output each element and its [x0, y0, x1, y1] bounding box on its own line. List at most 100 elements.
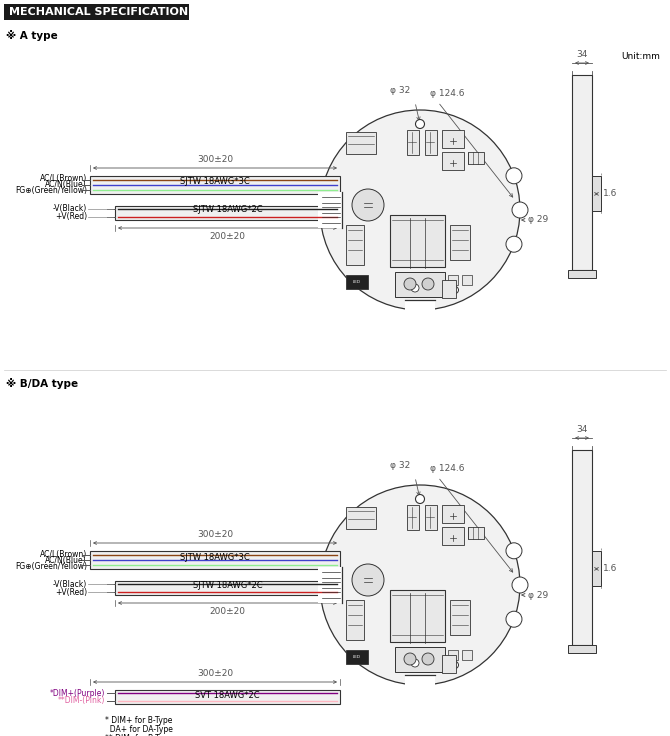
Text: AC/L(Brown): AC/L(Brown) [40, 550, 87, 559]
Bar [442, 527, 464, 545]
Text: φ 32: φ 32 [390, 86, 410, 95]
Bar [90, 551, 340, 569]
Circle shape [506, 542, 522, 559]
Bar [442, 152, 464, 170]
Bar [592, 177, 601, 211]
Bar [450, 600, 470, 635]
Text: LED: LED [353, 280, 361, 284]
Bar [442, 505, 464, 523]
Text: 1.6: 1.6 [603, 565, 617, 573]
Bar [448, 275, 458, 285]
Bar [572, 450, 592, 645]
Text: *DIM+(Purple): *DIM+(Purple) [50, 688, 105, 698]
Bar [468, 152, 484, 164]
Bar [346, 225, 364, 265]
Bar [318, 567, 342, 603]
Text: DA+ for DA-Type: DA+ for DA-Type [105, 725, 173, 734]
Bar [115, 206, 340, 220]
Bar [405, 675, 435, 695]
Bar [462, 275, 472, 285]
Bar [395, 272, 445, 297]
Bar [425, 130, 437, 155]
Circle shape [411, 284, 419, 292]
Circle shape [422, 278, 434, 290]
Bar [407, 505, 419, 530]
Bar [592, 551, 601, 587]
Text: 300±20: 300±20 [197, 155, 233, 164]
Text: AC/L(Brown): AC/L(Brown) [40, 174, 87, 183]
Text: LED: LED [353, 655, 361, 659]
Text: SJTW 18AWG*3C: SJTW 18AWG*3C [180, 553, 250, 562]
Bar [568, 270, 596, 278]
Circle shape [452, 286, 458, 294]
Text: φ 29: φ 29 [528, 216, 548, 224]
Text: 200±20: 200±20 [210, 232, 245, 241]
Bar [115, 690, 340, 704]
Bar [395, 647, 445, 672]
Bar [448, 650, 458, 660]
Text: φ 29: φ 29 [528, 590, 548, 600]
Text: SVT 18AWG*2C: SVT 18AWG*2C [195, 690, 260, 699]
Circle shape [320, 485, 520, 685]
Text: φ 32: φ 32 [390, 461, 410, 470]
Bar [468, 527, 484, 539]
Circle shape [352, 189, 384, 221]
Circle shape [404, 278, 416, 290]
Text: FG⊕(Green/Yellow): FG⊕(Green/Yellow) [15, 562, 87, 570]
Text: AC/N(Blue): AC/N(Blue) [46, 556, 87, 565]
Bar [346, 507, 376, 529]
Text: φ 124.6: φ 124.6 [430, 89, 464, 98]
Bar [90, 176, 340, 194]
Bar [407, 130, 419, 155]
Text: MECHANICAL SPECIFICATION: MECHANICAL SPECIFICATION [9, 7, 188, 17]
Text: -V(Black): -V(Black) [53, 205, 87, 213]
Circle shape [415, 119, 425, 129]
Bar [346, 650, 368, 664]
Text: 34: 34 [576, 425, 588, 434]
Bar [346, 275, 368, 289]
Bar [425, 505, 437, 530]
Text: **DIM-(Pink): **DIM-(Pink) [58, 696, 105, 706]
Circle shape [352, 564, 384, 596]
Circle shape [452, 662, 458, 668]
Text: FG⊕(Green/Yellow): FG⊕(Green/Yellow) [15, 186, 87, 196]
Text: ※ B/DA type: ※ B/DA type [6, 378, 78, 389]
Bar [390, 215, 445, 267]
Bar [572, 75, 592, 270]
Bar [462, 650, 472, 660]
Bar [568, 645, 596, 653]
Circle shape [506, 236, 522, 252]
Circle shape [512, 577, 528, 593]
Text: -V(Black): -V(Black) [53, 579, 87, 589]
Text: ※ A type: ※ A type [6, 30, 58, 41]
Bar [442, 655, 456, 673]
Text: 34: 34 [576, 50, 588, 59]
Bar [318, 192, 342, 228]
Circle shape [404, 653, 416, 665]
Text: SJTW 18AWG*2C: SJTW 18AWG*2C [193, 205, 263, 214]
Bar [390, 590, 445, 642]
Text: SJTW 18AWG*3C: SJTW 18AWG*3C [180, 177, 250, 186]
Bar [346, 600, 364, 640]
Text: * DIM+ for B-Type: * DIM+ for B-Type [105, 716, 172, 725]
Bar [442, 280, 456, 298]
Circle shape [415, 495, 425, 503]
Bar [346, 132, 376, 154]
Circle shape [506, 611, 522, 627]
Circle shape [506, 168, 522, 184]
Text: 200±20: 200±20 [210, 607, 245, 616]
Text: +V(Red): +V(Red) [55, 587, 87, 596]
Bar [450, 225, 470, 260]
Bar [115, 581, 340, 595]
Text: Unit:mm: Unit:mm [621, 52, 660, 61]
Circle shape [512, 202, 528, 218]
Bar [405, 300, 435, 320]
Text: +V(Red): +V(Red) [55, 213, 87, 222]
Text: 300±20: 300±20 [197, 530, 233, 539]
Text: 300±20: 300±20 [197, 669, 233, 678]
Text: ** DIM- for B-Type: ** DIM- for B-Type [105, 734, 173, 736]
Text: φ 124.6: φ 124.6 [430, 464, 464, 473]
Circle shape [320, 110, 520, 310]
Bar [442, 130, 464, 148]
Text: 1.6: 1.6 [603, 189, 617, 199]
